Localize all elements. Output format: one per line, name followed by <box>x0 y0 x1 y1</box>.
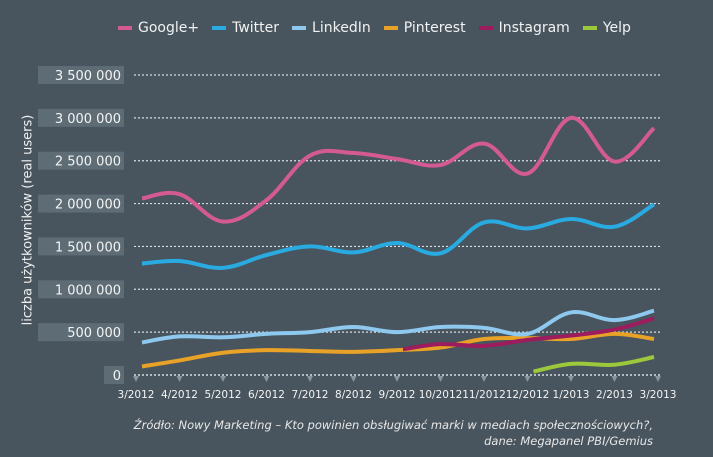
legend-swatch <box>118 26 132 30</box>
legend-item: LinkedIn <box>292 20 371 36</box>
source-note: Źródło: Nowy Marketing – Kto powinien ob… <box>134 417 653 449</box>
x-tick-label: 12/2012 <box>506 389 550 401</box>
y-tick-label-bg <box>38 194 124 213</box>
y-tick-label: 2 000 000 <box>55 198 121 213</box>
y-tick-label: 2 500 000 <box>55 155 121 170</box>
series-line-pinterest <box>141 331 655 369</box>
legend-swatch <box>292 26 307 30</box>
y-tick-label-bg <box>38 108 124 127</box>
x-tick-label: 6/2012 <box>248 389 285 401</box>
x-tick-label: 4/2012 <box>161 389 198 401</box>
legend-swatch <box>478 26 493 30</box>
y-tick-label: 3 000 000 <box>55 112 121 127</box>
legend-item: Pinterest <box>383 20 466 36</box>
x-tick-label: 5/2012 <box>205 389 242 401</box>
x-tick-label: 9/2012 <box>379 389 416 401</box>
x-tick-mark <box>263 376 270 382</box>
legend-swatch <box>383 26 398 30</box>
x-tick-mark <box>481 376 487 382</box>
x-tick-mark <box>133 376 139 382</box>
y-tick-label-bg <box>38 151 124 170</box>
legend-label: Twitter <box>232 20 280 36</box>
legend-swatch <box>212 26 227 30</box>
x-tick-mark <box>176 376 183 382</box>
y-tick-label-bg <box>104 366 124 384</box>
series-line-linkedin <box>141 308 655 345</box>
x-tick-label: 10/2012 <box>419 389 463 401</box>
x-tick-label: 3/2012 <box>118 389 155 401</box>
legend-item: Yelp <box>582 20 631 36</box>
source-line-2: dane: Megapanel PBI/Gemius <box>484 434 653 448</box>
x-tick-label: 2/2013 <box>596 389 633 401</box>
y-tick-label: 0 <box>113 369 121 384</box>
x-tick-label: 8/2012 <box>335 389 372 401</box>
x-axis-ticks: 3/2012 4/2012 5/2012 6/2012 7/2012 8/2012 9/20… <box>118 376 677 401</box>
y-tick-label-bg <box>38 66 124 84</box>
x-tick-mark <box>350 376 357 382</box>
x-tick-mark <box>611 376 618 382</box>
y-tick-label: 3 500 000 <box>55 69 121 84</box>
source-line-1: Źródło: Nowy Marketing – Kto powinien ob… <box>133 418 653 432</box>
legend-item: Google+ <box>118 20 199 36</box>
x-tick-label: 1/2013 <box>553 389 590 401</box>
x-tick-mark <box>568 376 574 382</box>
y-tick-label-bg <box>38 323 124 342</box>
x-tick-label: 7/2012 <box>292 389 329 401</box>
x-tick-mark <box>220 376 226 382</box>
y-tick-label-bg <box>38 280 124 299</box>
legend-item: Instagram <box>478 20 570 36</box>
legend: Google+ Twitter LinkedIn Pinterest Instagram… <box>118 20 644 36</box>
series-line-instagram <box>402 316 655 352</box>
legend-label: Instagram <box>498 20 570 36</box>
legend-swatch <box>582 26 597 30</box>
y-tick-label-bg <box>38 237 124 256</box>
series-line-yelp <box>533 355 655 374</box>
legend-item: Twitter <box>212 20 279 36</box>
y-tick-label: 500 000 <box>67 326 121 341</box>
x-tick-label: 3/2013 <box>640 389 677 401</box>
x-tick-mark <box>437 376 444 382</box>
legend-label: Pinterest <box>403 20 466 36</box>
series-line-google <box>141 115 656 224</box>
y-tick-label: 1 500 000 <box>55 240 121 255</box>
x-tick-mark <box>307 376 313 382</box>
series-lines <box>141 115 656 374</box>
x-tick-mark <box>524 376 531 382</box>
y-axis-ticks: 0 500 000 1 000 000 1 500 000 2 000 000 2 500… <box>38 66 124 384</box>
legend-label: LinkedIn <box>312 20 371 36</box>
x-tick-mark <box>655 376 661 382</box>
legend-label: Google+ <box>138 20 200 36</box>
series-line-twitter <box>141 202 656 270</box>
y-tick-label: 1 000 000 <box>55 283 121 298</box>
x-tick-mark <box>394 376 400 382</box>
x-tick-label: 11/2012 <box>462 389 506 401</box>
legend-label: Yelp <box>602 20 631 36</box>
